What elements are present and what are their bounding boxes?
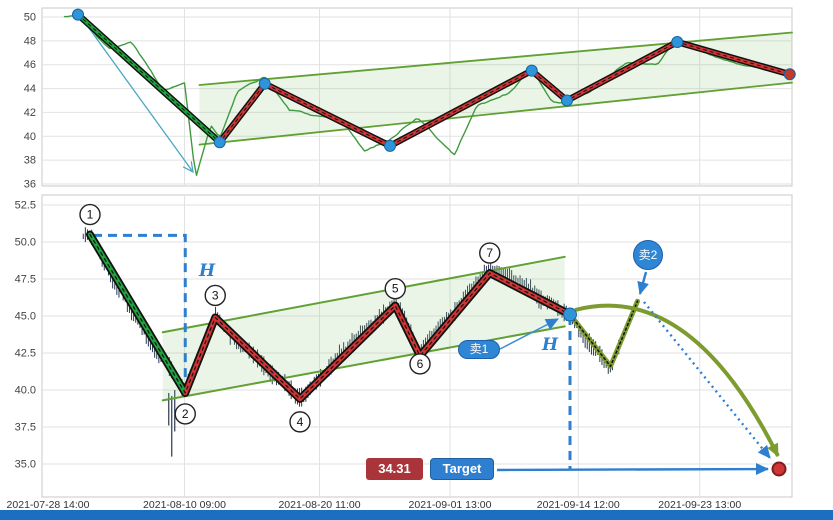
- y-axis-label: 50.0: [15, 237, 36, 249]
- pivot-number-labels: 1 2 3 4 5 6 7: [79, 203, 501, 433]
- pivot-label-circle: [174, 403, 196, 425]
- y-axis-label: 38: [24, 155, 36, 167]
- sell-1-marker[interactable]: 卖1: [458, 340, 500, 359]
- target-price-value: 34.31: [366, 458, 423, 480]
- y-axis-label: 47.5: [15, 274, 36, 286]
- pivot-dot: [384, 139, 396, 152]
- y-axis-label: 36: [24, 179, 36, 191]
- y-axis-label: 44: [24, 83, 36, 95]
- pivot-label-circle: [289, 411, 311, 433]
- sell-2-marker[interactable]: 卖2: [633, 240, 663, 270]
- pivot-label: 3: [212, 288, 219, 302]
- pivot-dot: [561, 94, 573, 107]
- olive-projection-arrow: [574, 303, 780, 457]
- x-axis: 2021-07-28 14:00 2021-08-10 09:00 2021-08-…: [0, 499, 833, 511]
- h-measure-label-1: H: [199, 261, 216, 281]
- pivot-dot: [525, 64, 538, 77]
- y-axis-labels: 50 48 46 44 42 40 38 36 52.5 50.0 47.5 45.0 42.5 40.0…: [15, 12, 36, 471]
- y-axis-label: 46: [24, 59, 36, 71]
- y-axis-label: 35.0: [15, 459, 36, 471]
- detail-dots: [563, 307, 787, 477]
- x-axis-label: 2021-07-28 14:00: [6, 499, 90, 511]
- target-arrow: [496, 463, 769, 476]
- detail-zigzag: [86, 230, 574, 403]
- pivot-label-circle: [79, 203, 101, 226]
- sell1-pointer-arrow: [499, 318, 559, 350]
- x-axis-label: 2021-09-01 13:00: [408, 499, 492, 511]
- y-axis-label: 40.0: [15, 385, 36, 397]
- overview-pivot-dots: [72, 8, 796, 152]
- x-axis-label: 2021-08-20 11:00: [278, 499, 361, 511]
- y-axis-label: 42.5: [15, 348, 36, 360]
- pivot-label: 4: [297, 415, 304, 429]
- h-measure-lines: [93, 233, 572, 469]
- pivot-label-circle: [479, 242, 501, 264]
- pivot-dot: [213, 136, 226, 149]
- y-axis-label: 48: [24, 35, 36, 47]
- x-axis-label: 2021-09-23 13:00: [658, 499, 742, 511]
- pivot-dot: [671, 36, 684, 49]
- pivot-label-circle: [384, 277, 406, 300]
- target-button[interactable]: Target: [430, 458, 494, 480]
- y-axis-label: 52.5: [15, 200, 36, 212]
- overview-down-arrow: [85, 23, 193, 172]
- y-axis-label: 37.5: [15, 422, 36, 434]
- h-measure-label-2: H: [542, 335, 559, 355]
- y-axis-label: 40: [24, 131, 36, 143]
- pivot-label-circle: [204, 284, 226, 307]
- sell-point-dot: [563, 307, 577, 322]
- projected-path: [567, 298, 640, 369]
- pivot-label: 5: [392, 282, 399, 296]
- target-dot: [771, 461, 787, 477]
- pivot-label: 2: [182, 407, 189, 421]
- bottom-bar: [0, 510, 833, 520]
- annotation-arrows: [496, 271, 780, 476]
- pivot-dot: [72, 8, 84, 21]
- pivot-dot: [258, 77, 271, 90]
- pivot-label-circle: [409, 353, 431, 375]
- pivot-label: 6: [417, 357, 424, 371]
- y-axis-label: 45.0: [15, 311, 36, 323]
- pivot-label: 7: [486, 246, 493, 260]
- y-axis-label: 42: [24, 107, 36, 119]
- pivot-dot: [783, 68, 796, 81]
- y-axis-label: 50: [24, 12, 36, 24]
- x-axis-label: 2021-09-14 12:00: [536, 499, 620, 511]
- pivot-label: 1: [87, 208, 94, 222]
- x-axis-label: 2021-08-10 09:00: [143, 499, 226, 511]
